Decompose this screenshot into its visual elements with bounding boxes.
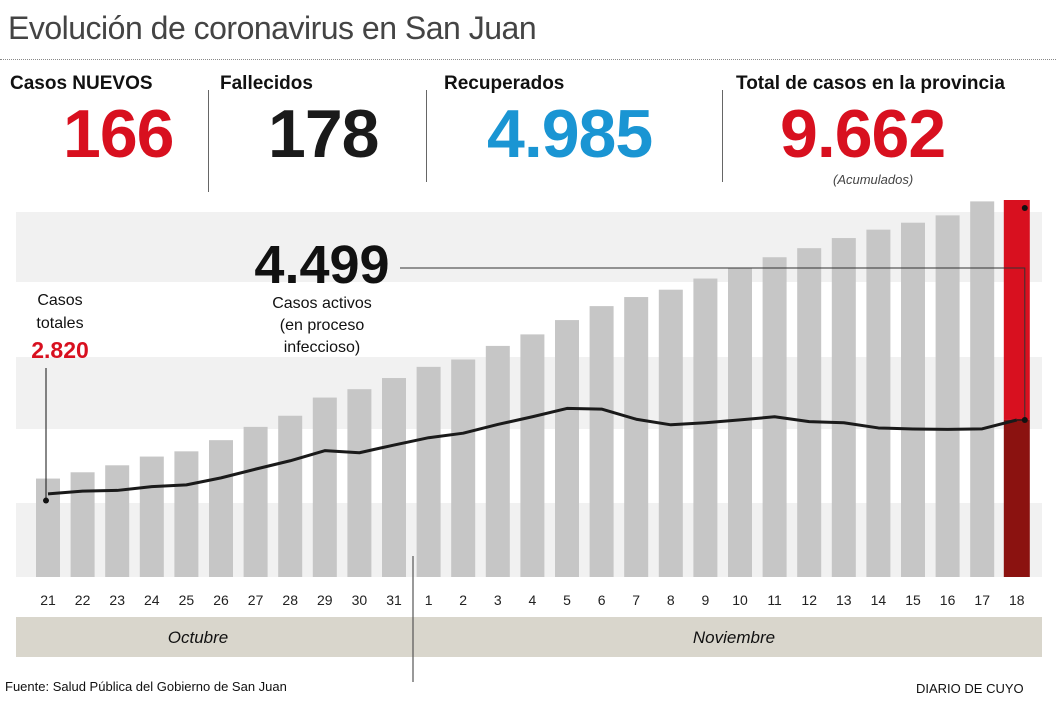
- title-divider: [0, 59, 1056, 60]
- x-tick-label: 4: [529, 592, 537, 608]
- x-tick-label: 21: [40, 592, 56, 608]
- bar: [36, 478, 60, 577]
- month-noviembre: Noviembre: [693, 628, 775, 647]
- bar: [901, 222, 925, 577]
- x-tick-label: 17: [974, 592, 990, 608]
- recuperados-label: Recuperados: [444, 73, 565, 94]
- x-tick-label: 1: [425, 592, 433, 608]
- bar: [312, 397, 337, 577]
- x-tick-label: 16: [940, 592, 956, 608]
- bar: [866, 229, 891, 577]
- month-band: [16, 617, 1042, 657]
- bar: [693, 278, 718, 577]
- x-tick-label: 26: [213, 592, 229, 608]
- casos-totales-label: totales: [36, 315, 83, 332]
- nuevos-value: 166: [63, 96, 174, 172]
- x-tick-label: 10: [732, 592, 748, 608]
- nuevos-label: Casos NUEVOS: [10, 73, 153, 94]
- activos-leader: [400, 267, 1026, 420]
- bar: [174, 451, 199, 577]
- bar-highlight-active: [1003, 419, 1030, 577]
- x-tick-label: 18: [1009, 592, 1025, 608]
- x-tick-label: 8: [667, 592, 675, 608]
- bar: [139, 456, 164, 577]
- activos-dot: [1021, 416, 1028, 423]
- bar: [416, 366, 441, 577]
- total-note: (Acumulados): [833, 172, 914, 187]
- x-tick-label: 2: [459, 592, 467, 608]
- x-tick-label: 29: [317, 592, 333, 608]
- total-label: Total de casos en la provincia: [736, 73, 1005, 94]
- x-tick-label: 11: [767, 592, 782, 608]
- casos-totales-value: 2.820: [31, 337, 89, 363]
- fallecidos-value: 178: [268, 96, 379, 172]
- activos-label: infeccioso): [284, 339, 360, 356]
- bar: [831, 238, 856, 577]
- bar: [451, 359, 476, 577]
- x-tick-label: 31: [386, 592, 402, 608]
- bar: [658, 289, 683, 577]
- casos-totales-dot: [43, 497, 49, 504]
- fallecidos-label: Fallecidos: [220, 73, 313, 94]
- bar: [105, 465, 130, 577]
- x-tick-label: 22: [75, 592, 91, 608]
- x-tick-label: 9: [702, 592, 710, 608]
- x-tick-label: 28: [282, 592, 298, 608]
- total-value: 9.662: [780, 96, 946, 172]
- x-tick-label: 6: [598, 592, 606, 608]
- bar: [347, 389, 372, 577]
- bar: [520, 334, 545, 577]
- bar: [624, 297, 649, 577]
- x-tick-label: 14: [871, 592, 887, 608]
- activos-label: (en proceso: [280, 317, 365, 334]
- bar: [728, 268, 752, 577]
- bar: [278, 415, 303, 577]
- bar: [555, 320, 579, 577]
- page-title: Evolución de coronavirus en San Juan: [8, 10, 537, 46]
- x-tick-label: 3: [494, 592, 502, 608]
- source-note: Fuente: Salud Pública del Gobierno de Sa…: [5, 679, 287, 694]
- x-tick-label: 23: [109, 592, 125, 608]
- bar: [589, 306, 614, 577]
- bar: [209, 440, 233, 577]
- activos-label: Casos activos: [272, 295, 372, 312]
- x-tick-label: 5: [563, 592, 571, 608]
- bar: [485, 345, 510, 577]
- bar: [797, 248, 822, 577]
- month-octubre: Octubre: [168, 628, 228, 647]
- bar: [935, 215, 960, 577]
- separator: [426, 90, 427, 182]
- x-tick-label: 7: [632, 592, 640, 608]
- x-tick-label: 12: [801, 592, 817, 608]
- casos-totales-label: Casos: [37, 292, 82, 309]
- total-dot: [1021, 205, 1028, 211]
- x-tick-label: 24: [144, 592, 160, 608]
- bar: [243, 426, 268, 577]
- bar: [70, 472, 95, 577]
- separator: [722, 90, 723, 182]
- bar: [970, 201, 995, 577]
- recuperados-value: 4.985: [487, 96, 653, 172]
- active-cases-line: [47, 406, 1018, 496]
- separator: [208, 90, 209, 192]
- x-tick-label: 25: [179, 592, 195, 608]
- bar: [382, 378, 406, 577]
- activos-value: 4.499: [254, 235, 389, 295]
- x-tick-label: 27: [248, 592, 264, 608]
- bar-highlight-total: [1003, 200, 1030, 420]
- x-tick-label: 30: [352, 592, 368, 608]
- x-tick-label: 15: [905, 592, 921, 608]
- x-tick-label: 13: [836, 592, 852, 608]
- brand-credit: DIARIO DE CUYO: [916, 681, 1024, 696]
